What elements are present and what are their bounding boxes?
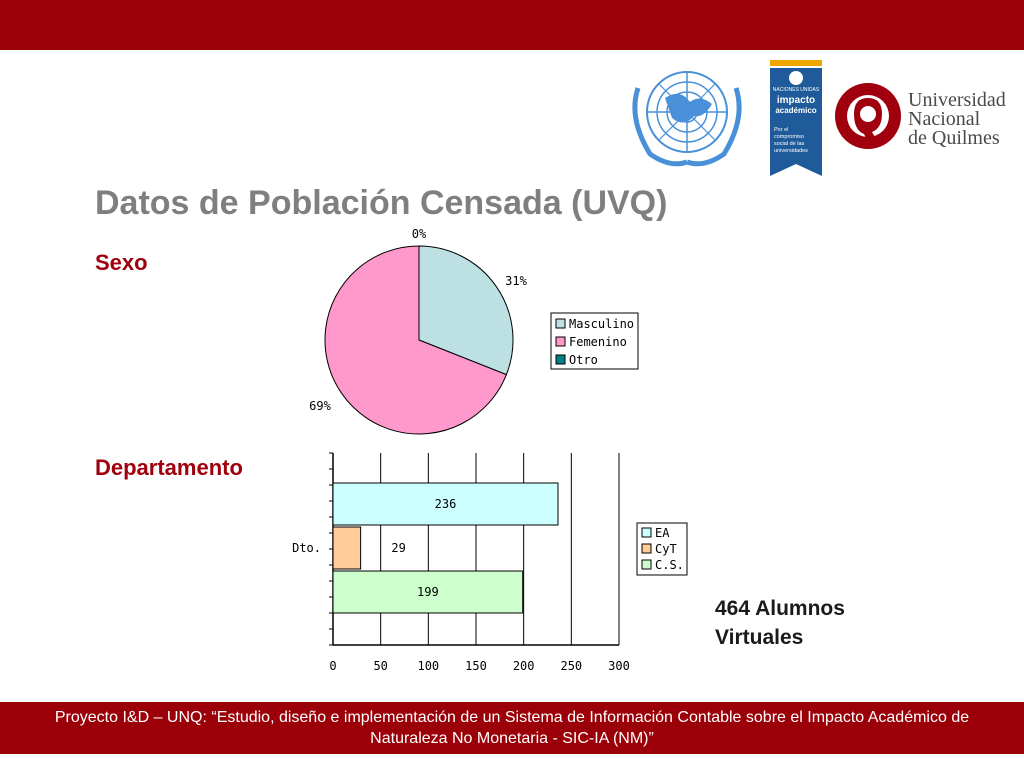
impacto-sub3: social de las [774, 141, 805, 147]
bar-legend-swatch-cyt [641, 543, 652, 554]
bar-legend-swatch-ea [641, 527, 652, 538]
pie-legend-swatch-otro [555, 354, 566, 365]
pie-legend-label-femenino: Femenino [569, 335, 627, 349]
bar-xtick-label: 100 [417, 659, 439, 673]
bar-xtick-label: 150 [465, 659, 487, 673]
page-title: Datos de Población Censada (UVQ) [95, 184, 668, 222]
bar-legend-label-cs: C.S. [655, 558, 684, 572]
unq-line3: de Quilmes [908, 127, 1000, 149]
summary-line2: Virtuales [715, 626, 804, 649]
impacto-line1: impacto [777, 95, 815, 106]
pie-label-femenino: 69% [309, 399, 331, 413]
unq-line2: Nacional [908, 108, 981, 130]
bar-legend: EA CyT C.S. [636, 522, 688, 576]
bar-value-label-cs: 199 [417, 585, 439, 599]
bar-value-label-ea: 236 [435, 497, 457, 511]
impacto-logo: NACIONES UNIDAS impacto académico Por el… [770, 60, 822, 176]
summary-line1: 464 Alumnos [715, 597, 845, 620]
bar-category-label: Dto. [292, 541, 321, 555]
section-departamento: Departamento [95, 455, 243, 480]
pie-label-masculino: 31% [505, 274, 527, 288]
unq-line1: Universidad [908, 89, 1006, 111]
impacto-line2: académico [775, 106, 816, 115]
section-sexo: Sexo [95, 250, 148, 275]
logos: NACIONES UNIDAS impacto académico Por el… [632, 60, 1006, 176]
bar-cs [332, 570, 524, 614]
unq-logo: Universidad Nacional de Quilmes [835, 83, 1006, 149]
bar-legend-swatch-cs [641, 559, 652, 570]
impacto-top-text: NACIONES UNIDAS [773, 87, 820, 93]
un-emblem-icon [632, 71, 742, 167]
pie-legend-label-masculino: Masculino [569, 317, 634, 331]
bar-legend-label-cyt: CyT [655, 542, 677, 556]
bar-value-label-cyt: 29 [391, 541, 405, 555]
bar-xtick-label: 50 [373, 659, 387, 673]
pie-label-otro: 0% [412, 227, 427, 241]
footer-text: Proyecto I&D – UNQ: “Estudio, diseño e i… [0, 702, 1024, 754]
bar-chart: 0 50 100 150 200 250 300 236 29 199 Dto. EA CyT C.S. [292, 452, 688, 673]
bar-ea [332, 482, 559, 526]
bar-legend-label-ea: EA [655, 526, 670, 540]
pie-legend-swatch-femenino [555, 336, 566, 347]
impacto-sub1: Por el [774, 127, 788, 133]
pie-chart: 31% 69% 0% Masculino Femenino Otro [309, 227, 639, 435]
bar-xtick-label: 250 [560, 659, 582, 673]
pie-legend: Masculino Femenino Otro [550, 312, 639, 370]
bar-xtick-label: 200 [513, 659, 535, 673]
pie-slice-femenino [324, 245, 508, 435]
pie-slice-masculino [418, 245, 514, 376]
pie-legend-swatch-masculino [555, 318, 566, 329]
summary: 464 Alumnos Virtuales [715, 594, 915, 652]
impacto-sub2: compromiso [774, 134, 804, 140]
bar-xtick-label: 300 [608, 659, 630, 673]
impacto-sub4: universidades [774, 148, 808, 154]
pie-legend-label-otro: Otro [569, 353, 598, 367]
top-bar [0, 0, 1024, 50]
bar-cyt [332, 526, 362, 570]
bar-xtick-label: 0 [329, 659, 336, 673]
